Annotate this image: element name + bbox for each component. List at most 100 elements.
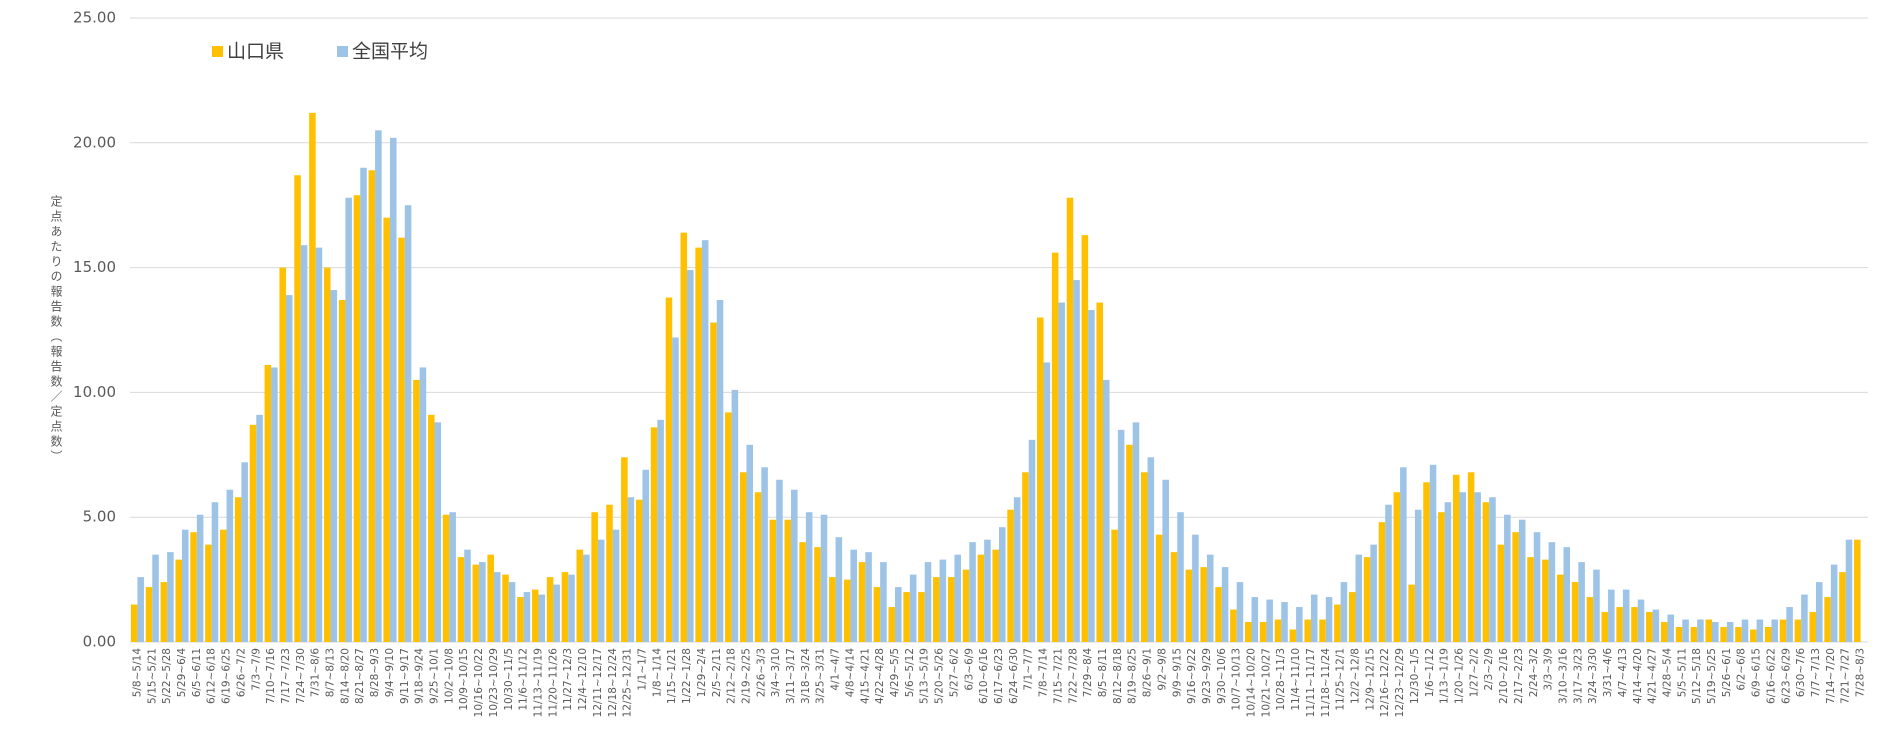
x-tick-label: 6/19~6/25 (221, 648, 233, 704)
x-tick-label: 3/4~3/10 (770, 648, 782, 697)
x-tick-label: 8/12~8/18 (1112, 648, 1124, 704)
bar (597, 539, 605, 642)
x-tick-label: 7/3~7/9 (250, 648, 262, 691)
x-tick-label: 11/25~12/1 (1335, 648, 1347, 711)
x-tick-label: 8/7~8/13 (325, 648, 337, 697)
x-tick-label: 6/9~6/15 (1751, 648, 1763, 697)
x-tick-label: 3/10~3/16 (1557, 648, 1569, 704)
x-tick-label: 4/1~4/7 (830, 648, 842, 691)
x-tick-label: 8/26~9/1 (1142, 648, 1154, 697)
x-tick-label: 10/7~10/13 (1231, 648, 1243, 711)
bar (865, 552, 872, 642)
bar (1081, 235, 1089, 643)
bar (1192, 534, 1199, 642)
bar (814, 547, 821, 642)
bar (665, 297, 673, 642)
bar (1289, 629, 1297, 642)
bar (531, 589, 539, 642)
x-tick-label: 5/8~5/14 (131, 648, 143, 698)
x-tick-label: 2/12~2/18 (726, 648, 738, 704)
bar (1281, 602, 1288, 642)
bar (160, 582, 168, 642)
bar (1497, 544, 1505, 642)
x-tick-label: 4/28~5/4 (1661, 648, 1673, 698)
bar (1631, 607, 1638, 642)
bar (791, 489, 798, 642)
x-tick-label: 2/24~3/2 (1528, 648, 1540, 697)
x-tick-label: 12/23~12/29 (1394, 648, 1406, 717)
bar (1735, 627, 1742, 642)
bar (591, 512, 598, 642)
x-tick-label: 6/5~6/11 (191, 648, 203, 697)
bar (1296, 607, 1303, 642)
x-tick-label: 11/4~11/10 (1290, 648, 1302, 711)
bar (1444, 502, 1452, 642)
x-tick-label: 1/13~1/19 (1439, 648, 1451, 704)
bar (1162, 479, 1169, 642)
bar (220, 529, 227, 642)
bar (710, 322, 717, 642)
x-tick-label: 7/29~8/4 (1082, 648, 1094, 698)
bar (969, 542, 976, 642)
x-tick-label: 11/11~11/17 (1305, 648, 1317, 717)
bar (1429, 464, 1437, 642)
x-tick-label: 3/18~3/24 (800, 648, 812, 704)
bar (962, 569, 970, 642)
x-tick-label: 5/29~6/4 (176, 648, 188, 698)
bar (1637, 599, 1645, 642)
x-tick-label: 6/17~6/23 (993, 648, 1005, 704)
x-tick-label: 2/26~3/3 (755, 648, 767, 697)
bar (1533, 532, 1541, 642)
bar (1304, 619, 1311, 642)
x-tick-label: 7/7~7/13 (1810, 648, 1822, 697)
x-tick-label: 11/6~11/12 (518, 648, 530, 711)
bar (725, 412, 732, 642)
bar (345, 197, 352, 642)
x-tick-label: 7/28~8/3 (1855, 648, 1867, 697)
bar (1467, 472, 1475, 642)
bar (1697, 619, 1704, 642)
x-tick-label: 2/17~2/23 (1513, 648, 1525, 704)
bar (716, 300, 724, 642)
x-tick-label: 7/22~7/28 (1067, 648, 1079, 704)
x-tick-label: 9/2~9/8 (1156, 648, 1168, 691)
bar (761, 467, 768, 642)
bar (612, 529, 620, 642)
bar (561, 572, 569, 642)
x-tick-label: 9/18~9/24 (414, 648, 426, 704)
x-tick-label: 7/24~7/30 (295, 648, 307, 704)
bar (1712, 622, 1719, 642)
bar (606, 504, 613, 642)
bar (1756, 619, 1764, 642)
bar (650, 427, 658, 642)
x-tick-label: 12/25~12/31 (622, 648, 634, 717)
x-tick-label: 3/11~3/17 (785, 648, 797, 704)
bar (1132, 422, 1140, 642)
x-tick-label: 5/5~5/11 (1676, 648, 1688, 697)
bar (888, 607, 896, 642)
bar (939, 559, 947, 642)
bar (918, 592, 925, 642)
bar (1652, 609, 1660, 642)
bar (895, 587, 902, 642)
x-tick-label: 6/30~7/6 (1795, 648, 1807, 698)
bar (1088, 310, 1095, 642)
x-tick-label: 5/19~5/25 (1706, 648, 1718, 704)
bar (820, 514, 828, 642)
bar (211, 502, 219, 642)
bar (1037, 317, 1044, 642)
bar (1786, 607, 1793, 642)
x-tick-label: 8/19~8/25 (1127, 648, 1139, 704)
bar (1563, 547, 1571, 642)
bar (1022, 472, 1029, 642)
x-tick-label: 12/30~1/5 (1409, 648, 1421, 704)
bar (479, 562, 486, 642)
bar (241, 462, 248, 642)
bar (1117, 429, 1125, 642)
bar (1527, 557, 1534, 642)
bar (1251, 597, 1259, 642)
bar (1400, 467, 1407, 642)
bar (1259, 622, 1267, 642)
bar (1348, 592, 1356, 642)
bar (249, 424, 257, 642)
